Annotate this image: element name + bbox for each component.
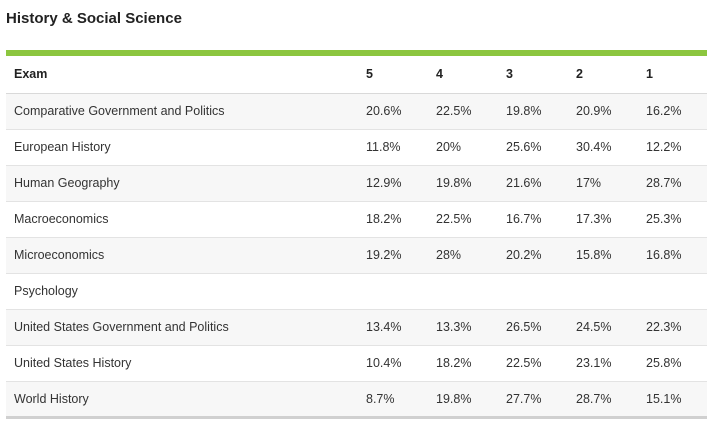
score-4-cell: 22.5% [436,212,472,226]
exam-name-cell: Macroeconomics [14,212,109,226]
exam-name-cell: United States Government and Politics [14,320,229,334]
score-4-cell: 28% [436,248,462,262]
score-2-cell: 17% [576,176,602,190]
score-5-cell: 12.9% [366,176,402,190]
table-row: United States Government and Politics 13… [6,309,707,345]
exam-name-cell: World History [14,391,89,406]
column-header-score-4: 4 [428,56,498,94]
score-3-cell: 27.7% [506,391,542,406]
score-2-cell: 17.3% [576,212,612,226]
accent-bar [6,50,707,56]
score-4-cell: 13.3% [436,320,472,334]
exam-name-cell: Comparative Government and Politics [14,104,225,118]
score-3-cell: 19.8% [506,104,542,118]
score-1-cell: 12.2% [646,140,682,154]
score-2-cell: 30.4% [576,140,612,154]
score-5-cell: 18.2% [366,212,402,226]
score-3-cell: 22.5% [506,356,542,370]
score-3-cell: 25.6% [506,140,542,154]
column-header-exam: Exam [6,56,358,94]
score-2-cell: 20.9% [576,104,612,118]
score-1-cell [638,273,707,309]
table-row: Comparative Government and Politics 20.6… [6,93,707,129]
column-header-score-5: 5 [358,56,428,94]
score-4-cell [428,273,498,309]
score-distribution-table: Exam 5 4 3 2 1 Comparative Government an… [6,56,707,419]
score-4-cell: 19.8% [436,176,472,190]
score-3-cell: 16.7% [506,212,542,226]
score-5-cell: 19.2% [366,248,402,262]
table-row: World History 8.7% 19.8% 27.7% 28.7% 15.… [6,381,707,417]
exam-name-cell: European History [14,140,111,154]
score-2-cell: 28.7% [576,391,612,406]
score-3-cell: 21.6% [506,176,542,190]
score-1-cell: 28.7% [646,176,682,190]
score-4-cell: 22.5% [436,104,472,118]
score-3-cell: 20.2% [506,248,542,262]
score-2-cell [568,273,638,309]
page-title: History & Social Science [6,10,182,27]
table-row: Macroeconomics 18.2% 22.5% 16.7% 17.3% 2… [6,201,707,237]
table-row: United States History 10.4% 18.2% 22.5% … [6,345,707,381]
table-header-row: Exam 5 4 3 2 1 [6,56,707,94]
exam-name-cell: United States History [14,356,132,370]
score-1-cell: 15.1% [646,391,682,406]
table-row: Microeconomics 19.2% 28% 20.2% 15.8% 16.… [6,237,707,273]
score-2-cell: 24.5% [576,320,612,334]
score-2-cell: 23.1% [576,356,612,370]
score-4-cell: 18.2% [436,356,472,370]
score-3-cell [498,273,568,309]
table-row: Human Geography 12.9% 19.8% 21.6% 17% 28… [6,165,707,201]
score-3-cell: 26.5% [506,320,542,334]
column-header-score-1: 1 [638,56,707,94]
score-1-cell: 25.8% [646,356,682,370]
score-table-container: Exam 5 4 3 2 1 Comparative Government an… [6,50,707,419]
score-1-cell: 16.8% [646,248,682,262]
column-header-score-2: 2 [568,56,638,94]
score-5-cell: 20.6% [366,104,402,118]
score-1-cell: 22.3% [646,320,682,334]
score-5-cell: 11.8% [366,140,401,154]
score-5-cell: 13.4% [366,320,402,334]
score-1-cell: 16.2% [646,104,682,118]
score-1-cell: 25.3% [646,212,682,226]
score-5-cell [358,273,428,309]
table-row: European History 11.8% 20% 25.6% 30.4% 1… [6,129,707,165]
table-row: Psychology [6,273,707,309]
score-5-cell: 10.4% [366,356,402,370]
exam-name-cell: Human Geography [14,176,120,190]
column-header-score-3: 3 [498,56,568,94]
exam-name-cell: Microeconomics [14,248,105,262]
score-4-cell: 20% [436,140,462,154]
score-4-cell: 19.8% [436,391,472,406]
exam-name-cell: Psychology [14,284,78,298]
score-5-cell: 8.7% [366,391,395,406]
score-2-cell: 15.8% [576,248,612,262]
